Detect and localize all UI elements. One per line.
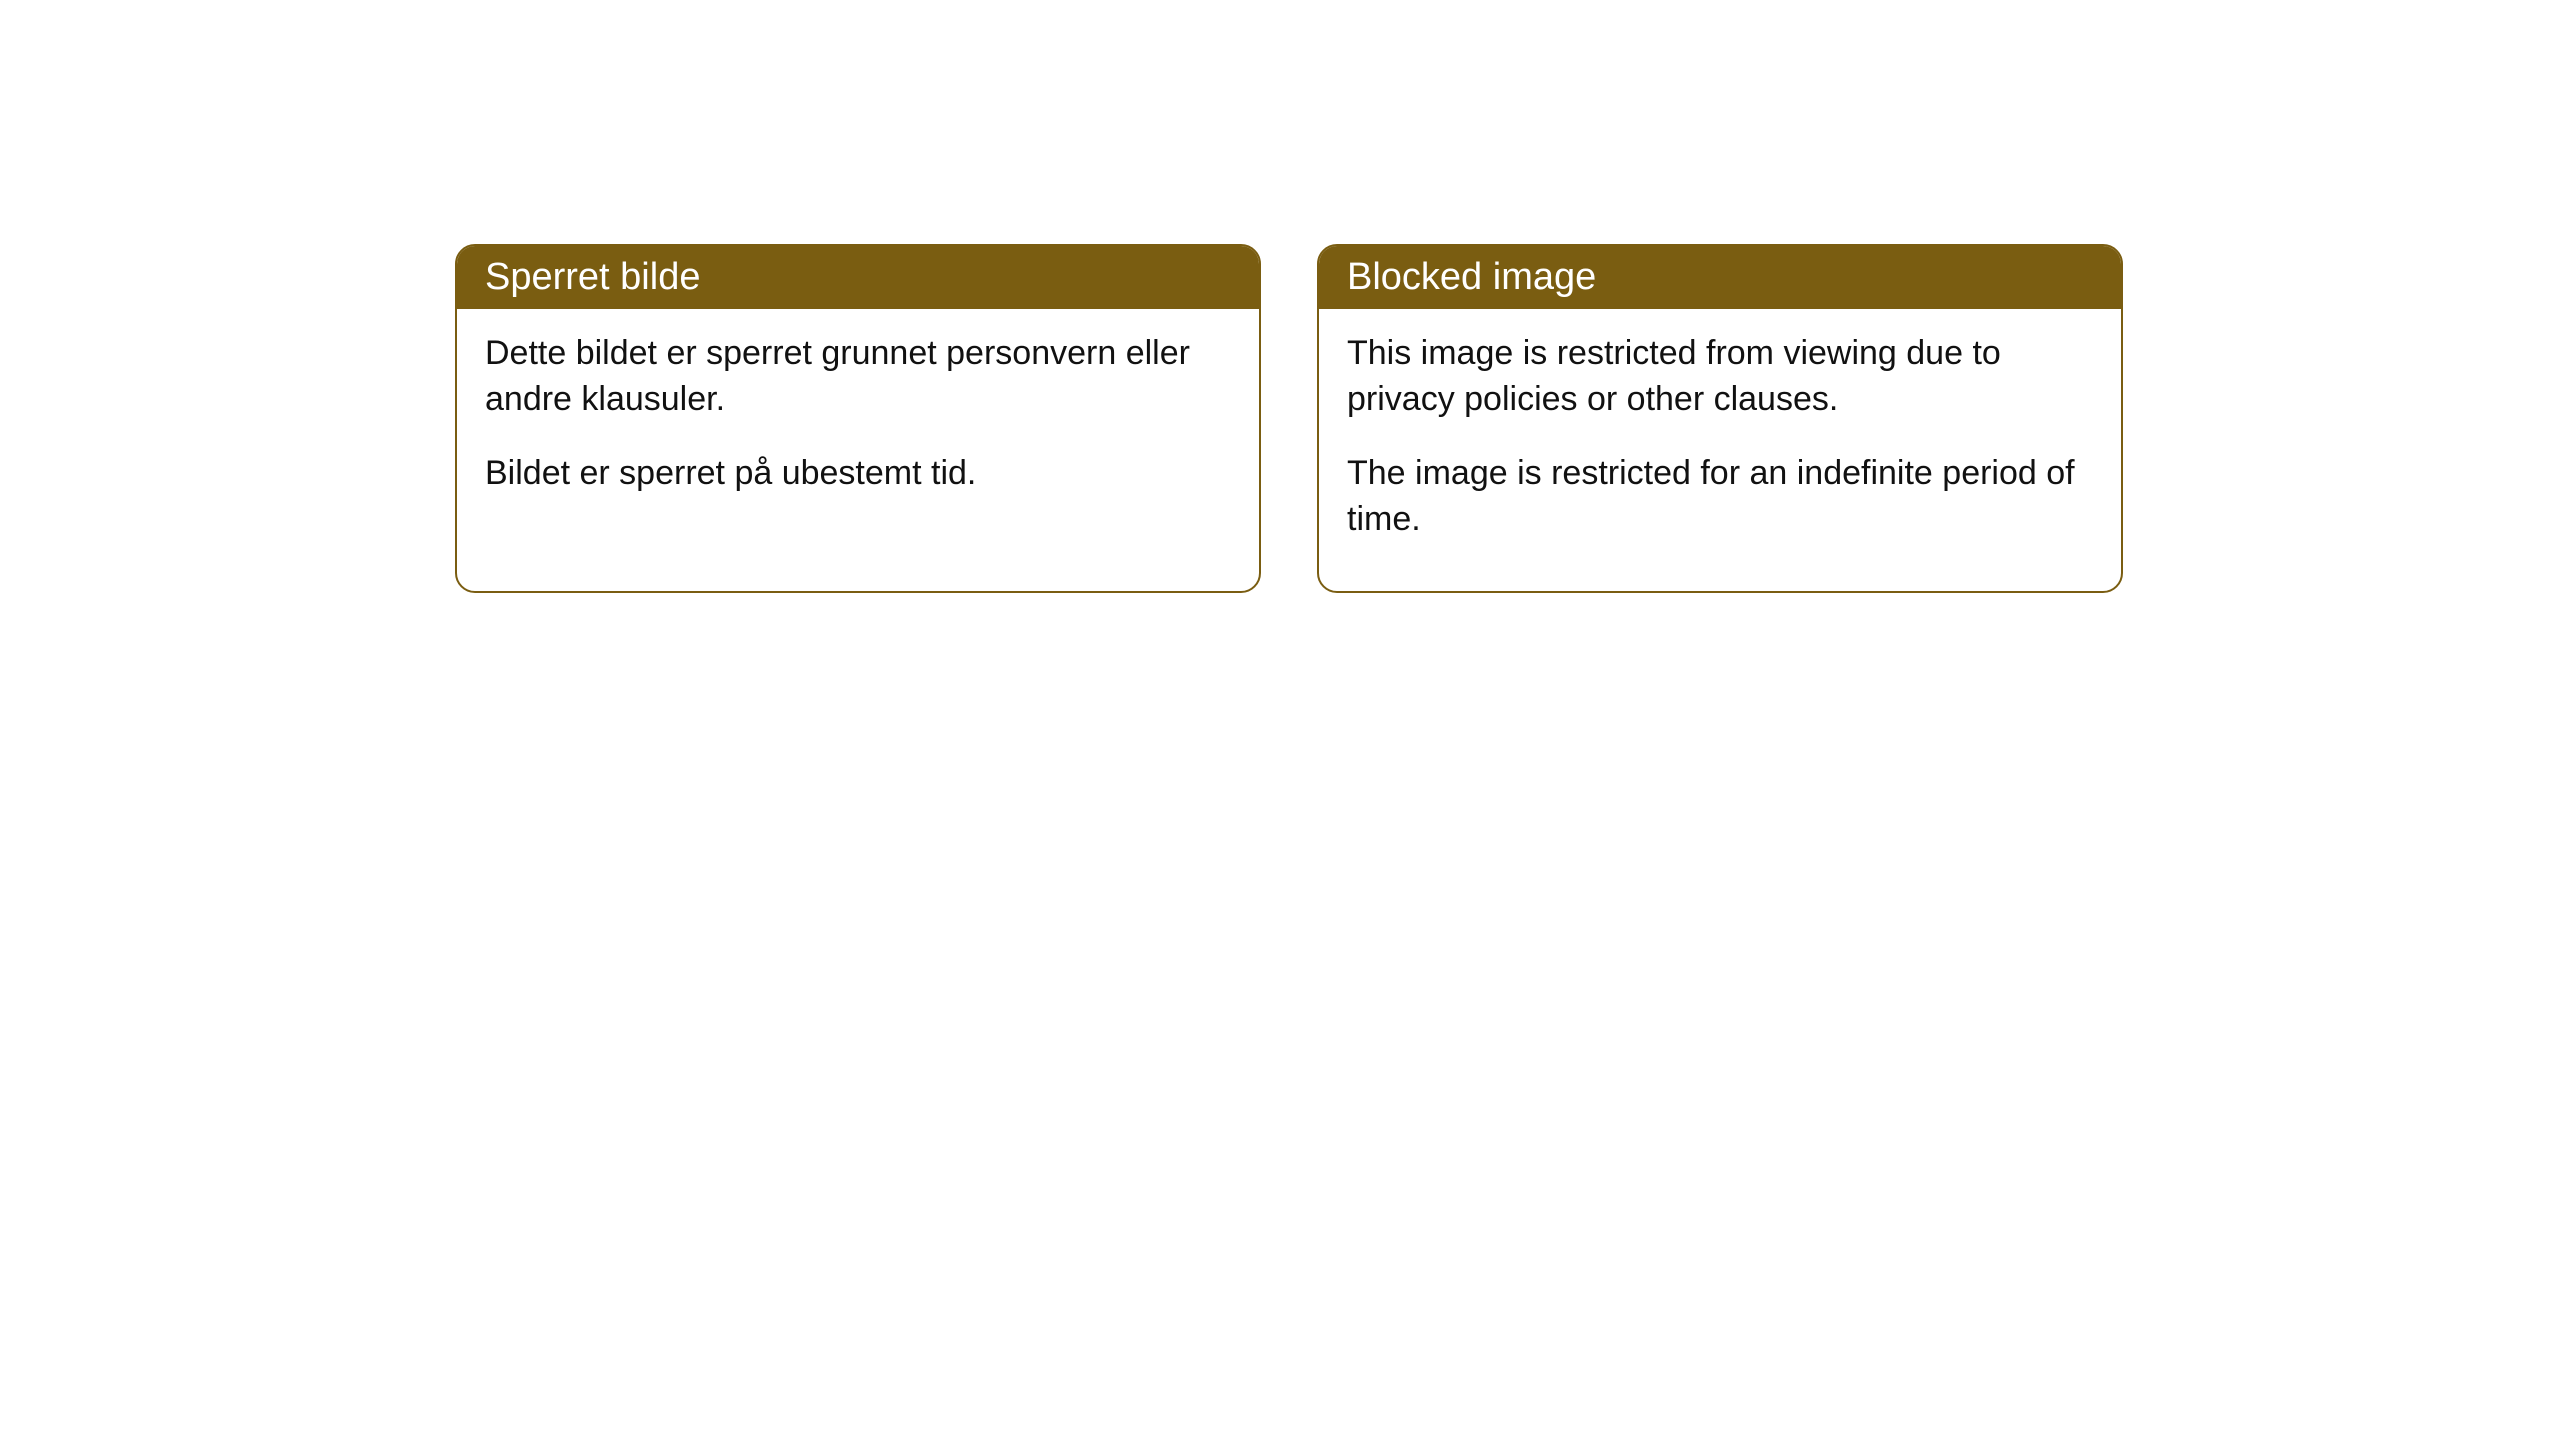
cards-container: Sperret bilde Dette bildet er sperret gr… bbox=[455, 244, 2123, 593]
card-body: Dette bildet er sperret grunnet personve… bbox=[457, 309, 1259, 545]
card-paragraph: The image is restricted for an indefinit… bbox=[1347, 451, 2093, 543]
blocked-image-card-no: Sperret bilde Dette bildet er sperret gr… bbox=[455, 244, 1261, 593]
card-paragraph: This image is restricted from viewing du… bbox=[1347, 331, 2093, 423]
card-title: Sperret bilde bbox=[485, 256, 700, 298]
card-header: Sperret bilde bbox=[457, 246, 1259, 309]
card-body: This image is restricted from viewing du… bbox=[1319, 309, 2121, 591]
card-paragraph: Bildet er sperret på ubestemt tid. bbox=[485, 451, 1231, 497]
card-paragraph: Dette bildet er sperret grunnet personve… bbox=[485, 331, 1231, 423]
card-header: Blocked image bbox=[1319, 246, 2121, 309]
card-title: Blocked image bbox=[1347, 256, 1596, 298]
blocked-image-card-en: Blocked image This image is restricted f… bbox=[1317, 244, 2123, 593]
